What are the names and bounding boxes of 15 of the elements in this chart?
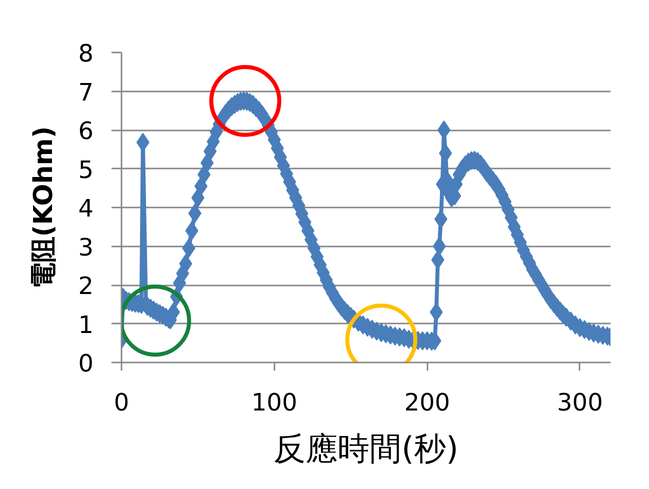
y-tick-label: 7 <box>78 78 94 106</box>
y-tick-label: 6 <box>78 117 94 145</box>
y-tick-label: 2 <box>78 272 94 300</box>
x-tick-label: 300 <box>557 388 603 416</box>
y-tick-label: 8 <box>78 40 94 68</box>
y-tick-label: 1 <box>78 310 94 339</box>
x-axis-title: 反應時間(秒) <box>274 430 458 468</box>
y-tick-label: 5 <box>78 156 94 184</box>
x-tick-label: 0 <box>114 388 130 416</box>
y-axis-title: 電阻(KOhm) <box>29 126 60 289</box>
x-tick-label: 200 <box>404 388 450 416</box>
y-tick-label: 0 <box>78 350 94 378</box>
y-tick-label: 4 <box>78 194 94 222</box>
y-tick-label: 3 <box>78 233 94 262</box>
x-tick-label: 100 <box>251 388 298 416</box>
